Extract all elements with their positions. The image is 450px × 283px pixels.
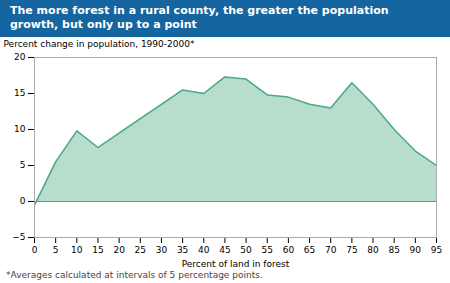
svg-text:10: 10 [71, 244, 83, 254]
svg-text:45: 45 [219, 244, 230, 254]
svg-text:80: 80 [367, 244, 379, 254]
svg-text:5: 5 [20, 160, 26, 170]
svg-text:35: 35 [177, 244, 188, 254]
svg-text:65: 65 [304, 244, 315, 254]
svg-text:70: 70 [325, 244, 337, 254]
svg-text:40: 40 [198, 244, 210, 254]
svg-text:90: 90 [410, 244, 422, 254]
svg-text:95: 95 [431, 244, 442, 254]
svg-text:5: 5 [53, 244, 59, 254]
svg-text:55: 55 [262, 244, 273, 254]
svg-text:10: 10 [14, 124, 26, 134]
svg-text:20: 20 [14, 52, 26, 62]
svg-text:85: 85 [388, 244, 399, 254]
html-text:The more forest in a rural cou: The more forest in a rural county, the g… [10, 4, 389, 32]
svg-text:20: 20 [113, 244, 125, 254]
svg-text:15: 15 [14, 88, 25, 98]
html-text:*Averages calculated at interv: *Averages calculated at intervals of 5 p… [6, 269, 263, 280]
svg-text:−5: −5 [12, 232, 25, 242]
svg-text:Percent of land in forest: Percent of land in forest [182, 258, 290, 268]
svg-text:0: 0 [20, 196, 26, 206]
svg-text:60: 60 [283, 244, 295, 254]
svg-text:0: 0 [32, 244, 38, 254]
svg-text:Percent change in population,: Percent change in population, 1990-2000* [4, 38, 195, 48]
svg-text:50: 50 [240, 244, 252, 254]
svg-text:75: 75 [346, 244, 357, 254]
svg-text:30: 30 [156, 244, 168, 254]
svg-text:15: 15 [92, 244, 103, 254]
svg-text:25: 25 [135, 244, 146, 254]
